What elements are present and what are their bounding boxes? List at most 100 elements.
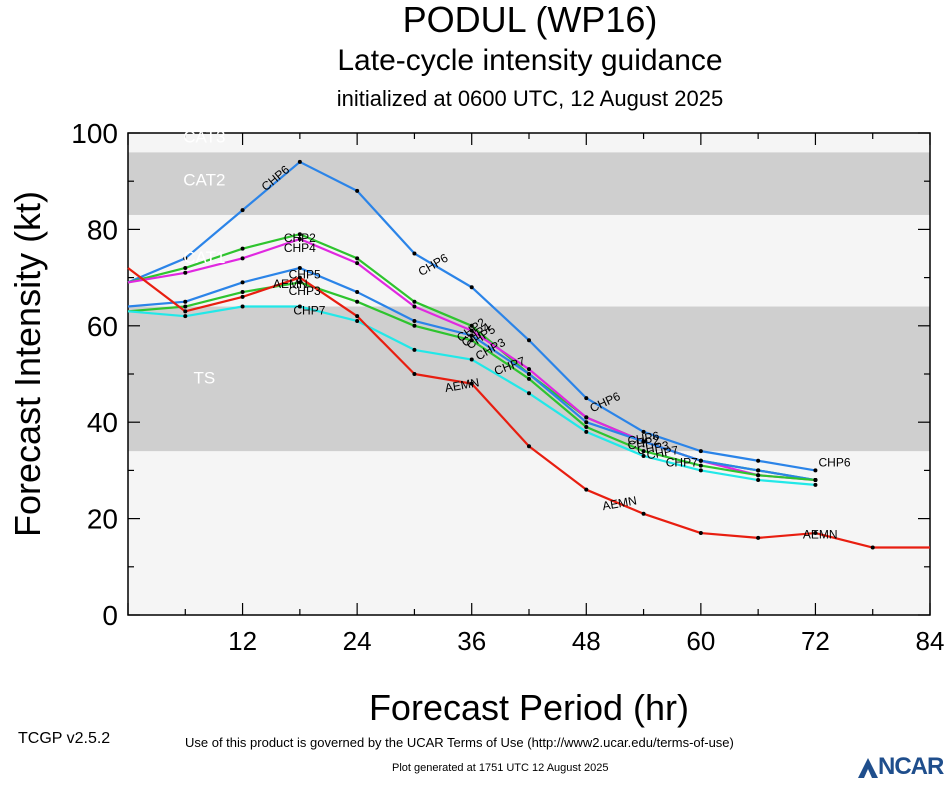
- data-point-chp4: [412, 304, 417, 309]
- data-point-aemn: [355, 314, 360, 319]
- generated-time-text: Plot generated at 1751 UTC 12 August 202…: [392, 762, 609, 774]
- data-point-chp5: [183, 299, 188, 304]
- data-point-chp7: [756, 478, 761, 483]
- version-label: TCGP v2.5.2: [18, 730, 111, 747]
- data-point-chp3: [183, 304, 188, 309]
- y-tick-label: 0: [102, 600, 118, 631]
- y-tick-label: 100: [71, 118, 118, 149]
- data-point-chp6: [527, 338, 531, 343]
- data-point-chp6: [813, 468, 818, 473]
- data-point-chp2: [355, 256, 360, 261]
- intensity-band-cat1: [128, 214, 930, 307]
- data-point-chp3: [584, 425, 589, 430]
- x-tick-label: 36: [457, 626, 486, 656]
- y-tick-label: 20: [87, 504, 118, 535]
- x-tick-label: 24: [343, 626, 372, 656]
- series-label: CHP6: [626, 429, 660, 448]
- data-point-chp3: [412, 323, 417, 328]
- data-point-aemn: [469, 381, 474, 386]
- data-point-chp6: [641, 429, 646, 434]
- band-label: CAT1: [183, 248, 225, 267]
- data-point-chp5: [412, 318, 417, 323]
- data-point-chp4: [240, 256, 245, 261]
- data-point-chp3: [240, 290, 245, 295]
- data-point-chp7: [641, 453, 646, 458]
- data-point-chp7: [527, 391, 531, 396]
- band-label: CAT2: [183, 171, 225, 190]
- data-point-chp3: [527, 376, 531, 381]
- data-point-aemn: [813, 531, 818, 536]
- data-point-chp3: [297, 280, 302, 285]
- data-point-chp3: [641, 449, 646, 454]
- data-point-aemn: [240, 294, 245, 299]
- x-tick-label: 84: [916, 626, 945, 656]
- data-point-aemn: [297, 275, 302, 280]
- data-point-chp4: [584, 415, 589, 420]
- x-tick-label: 60: [686, 626, 715, 656]
- data-point-chp7: [469, 357, 474, 362]
- data-point-chp6: [584, 396, 589, 401]
- series-label: AEMN: [444, 375, 481, 395]
- series-label: CHP3: [636, 438, 670, 457]
- series-label: AEMN: [273, 277, 308, 291]
- data-point-chp6: [355, 188, 360, 193]
- data-point-chp4: [355, 261, 360, 266]
- data-point-chp7: [297, 304, 302, 309]
- series-label: CHP2: [284, 231, 316, 245]
- y-tick-label: 80: [87, 214, 118, 245]
- x-axis-label: Forecast Period (hr): [369, 687, 689, 728]
- x-tick-label: 72: [801, 626, 830, 656]
- data-point-aemn: [756, 535, 761, 540]
- data-point-chp6: [469, 285, 474, 290]
- data-point-chp5: [297, 265, 302, 270]
- data-point-aemn: [870, 545, 875, 550]
- series-label: CHP7: [646, 443, 680, 462]
- data-point-chp6: [240, 208, 245, 213]
- band-label: CAT3: [183, 127, 225, 146]
- data-point-chp2: [469, 323, 474, 328]
- ncar-logo-text: NCAR: [878, 753, 944, 780]
- data-point-chp2: [183, 265, 188, 270]
- y-tick-label: 40: [87, 407, 118, 438]
- series-label: CHP5: [289, 267, 321, 281]
- x-tick-label: 48: [572, 626, 601, 656]
- data-point-chp3: [469, 338, 474, 343]
- data-point-chp2: [240, 246, 245, 251]
- data-point-chp5: [756, 468, 761, 473]
- data-point-chp7: [584, 429, 589, 434]
- data-point-chp4: [527, 367, 531, 372]
- data-point-chp7: [813, 482, 818, 487]
- data-point-chp7: [355, 318, 360, 323]
- data-point-chp4: [297, 237, 302, 242]
- intensity-band-cat3: [128, 133, 930, 153]
- series-label: CHP7: [293, 304, 325, 318]
- data-point-chp7: [698, 468, 703, 473]
- data-point-aemn: [183, 309, 188, 314]
- data-point-chp7: [240, 304, 245, 309]
- data-point-aemn: [641, 511, 646, 516]
- terms-of-use-text: Use of this product is governed by the U…: [185, 735, 734, 750]
- data-point-chp6: [297, 159, 302, 164]
- data-point-chp4: [183, 270, 188, 275]
- series-label: AEMN: [601, 493, 638, 513]
- series-label: AEMN: [803, 528, 838, 542]
- data-point-chp5: [641, 439, 646, 444]
- data-point-chp2: [412, 299, 417, 304]
- data-point-aemn: [698, 531, 703, 536]
- chart-init-time: initialized at 0600 UTC, 12 August 2025: [336, 86, 724, 111]
- data-point-chp3: [698, 463, 703, 468]
- data-point-aemn: [412, 372, 417, 376]
- chart-title: PODUL (WP16): [402, 0, 658, 40]
- data-point-aemn: [527, 444, 531, 449]
- data-point-chp6: [412, 251, 417, 256]
- data-point-chp5: [355, 290, 360, 295]
- data-point-chp2: [297, 232, 302, 237]
- data-point-chp5: [527, 372, 531, 376]
- y-axis-label: Forecast Intensity (kt): [7, 191, 48, 537]
- data-point-chp3: [756, 473, 761, 478]
- series-label: CHP2: [626, 433, 660, 452]
- data-point-chp6: [756, 458, 761, 463]
- data-point-chp4: [469, 328, 474, 333]
- series-label: CHP4: [284, 241, 316, 255]
